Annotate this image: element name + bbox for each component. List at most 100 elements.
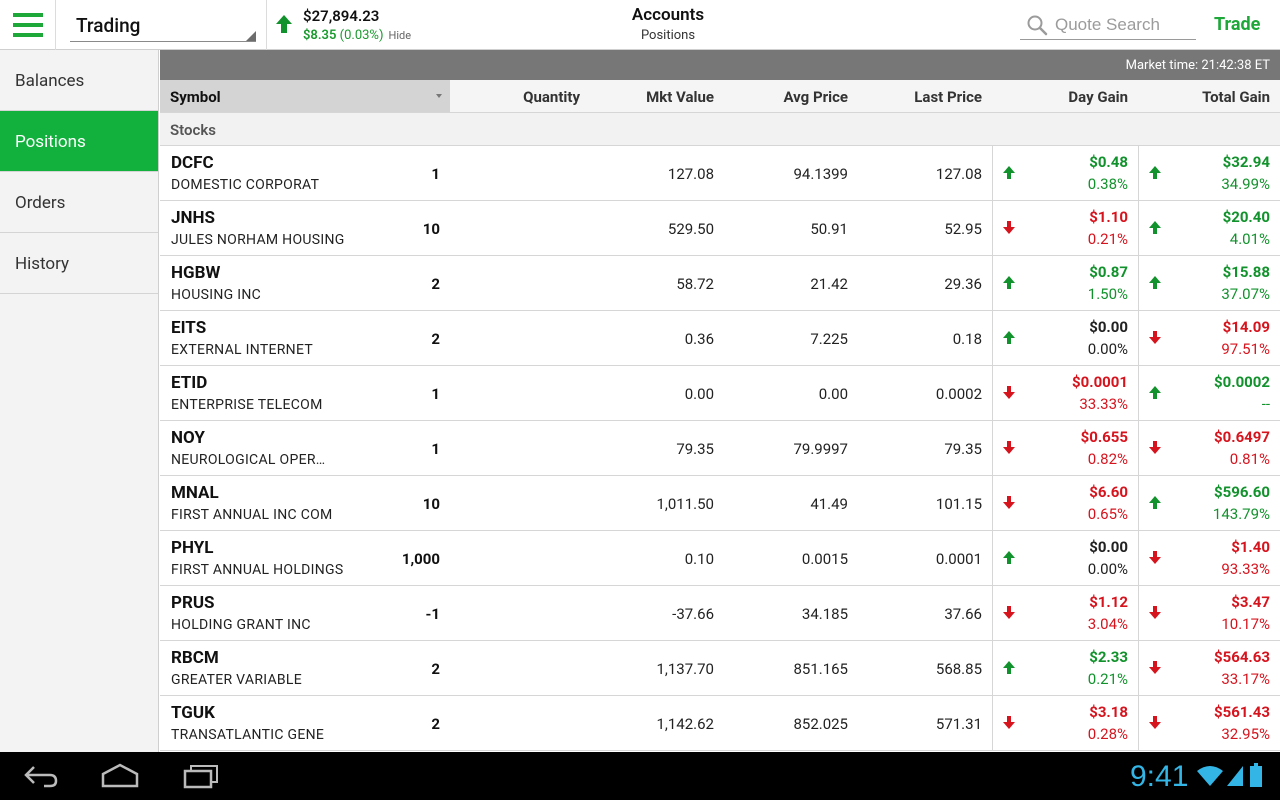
row-symbol: ETID — [171, 373, 208, 393]
position-row-jnhs[interactable]: JNHS JULES NORHAM HOUSING 10 529.50 50.9… — [160, 201, 1280, 256]
row-last-price: 37.66 — [944, 605, 982, 623]
system-navigation-bar: 9:41 — [0, 752, 1280, 800]
position-row-tguk[interactable]: TGUK TRANSATLANTIC GENE 2 1,142.62 852.0… — [160, 696, 1280, 751]
row-quantity: 1,000 — [401, 550, 440, 568]
row-total-gain-amount: $596.60 — [1214, 483, 1270, 501]
row-day-gain-pct: 0.38% — [1087, 175, 1128, 193]
column-header-last-price[interactable]: Last Price — [914, 88, 982, 106]
column-divider — [1138, 421, 1139, 476]
column-header-total-gain[interactable]: Total Gain — [1202, 88, 1270, 106]
row-day-gain-pct: 3.04% — [1087, 615, 1128, 633]
row-quantity: 1 — [431, 385, 440, 403]
column-divider — [1138, 531, 1139, 586]
row-day-gain-amount: $2.33 — [1089, 648, 1128, 666]
position-row-prus[interactable]: PRUS HOLDING GRANT INC -1 -37.66 34.185 … — [160, 586, 1280, 641]
row-mkt-value: -37.66 — [672, 605, 714, 623]
trade-button[interactable]: Trade — [1214, 14, 1261, 35]
position-row-etid[interactable]: ETID ENTERPRISE TELECOM 1 0.00 0.00 0.00… — [160, 366, 1280, 421]
row-quantity: 1 — [431, 440, 440, 458]
day-gain-arrow-icon — [1002, 715, 1016, 734]
menu-icon[interactable] — [0, 0, 56, 50]
row-total-gain-amount: $20.40 — [1222, 208, 1270, 226]
row-last-price: 52.95 — [944, 220, 982, 238]
row-symbol: MNAL — [171, 483, 219, 503]
row-day-gain-pct: 0.65% — [1087, 505, 1128, 523]
column-header-avg-price[interactable]: Avg Price — [783, 88, 848, 106]
sort-caret-icon — [436, 94, 442, 98]
row-total-gain-pct: 10.17% — [1221, 615, 1270, 633]
row-total-gain-pct: 97.51% — [1221, 340, 1270, 358]
row-avg-price: 41.49 — [810, 495, 848, 513]
row-day-gain-amount: $0.87 — [1089, 263, 1128, 281]
column-divider — [992, 366, 993, 421]
total-gain-arrow-icon — [1148, 550, 1162, 569]
sidebar-item-balances[interactable]: Balances — [0, 50, 158, 111]
sidebar-item-history[interactable]: History — [0, 233, 158, 294]
column-header-quantity[interactable]: Quantity — [523, 88, 580, 106]
row-last-price: 571.31 — [935, 715, 982, 733]
recent-apps-icon[interactable] — [182, 762, 220, 790]
signal-icon — [1227, 766, 1243, 786]
position-row-eits[interactable]: EITS EXTERNAL INTERNET 2 0.36 7.225 0.18… — [160, 311, 1280, 366]
column-header-mkt-value[interactable]: Mkt Value — [646, 88, 714, 106]
column-divider — [992, 146, 993, 201]
row-total-gain-pct: 0.81% — [1229, 450, 1270, 468]
row-total-gain-pct: 33.17% — [1221, 670, 1270, 688]
row-day-gain-amount: $1.10 — [1089, 208, 1128, 226]
row-company-name: GREATER VARIABLE — [171, 672, 303, 688]
home-icon[interactable] — [100, 762, 140, 790]
market-time: Market time: 21:42:38 ET — [160, 50, 1280, 80]
sidebar-item-orders[interactable]: Orders — [0, 172, 158, 233]
battery-icon — [1250, 763, 1262, 787]
row-total-gain-pct: 93.33% — [1221, 560, 1270, 578]
hide-balance-link[interactable]: Hide — [388, 29, 412, 42]
total-gain-arrow-icon — [1148, 385, 1162, 404]
column-divider — [1138, 201, 1139, 256]
position-row-mnal[interactable]: MNAL FIRST ANNUAL INC COM 10 1,011.50 41… — [160, 476, 1280, 531]
row-total-gain-pct: 32.95% — [1221, 725, 1270, 743]
column-divider — [992, 421, 993, 476]
column-header-symbol[interactable]: Symbol — [160, 80, 450, 112]
row-quantity: 2 — [431, 275, 440, 293]
row-day-gain-amount: $1.12 — [1089, 593, 1128, 611]
position-row-hgbw[interactable]: HGBW HOUSING INC 2 58.72 21.42 29.36 $0.… — [160, 256, 1280, 311]
row-mkt-value: 1,011.50 — [656, 495, 715, 513]
row-total-gain-pct: -- — [1261, 395, 1270, 413]
row-symbol: HGBW — [171, 263, 221, 283]
row-quantity: 10 — [422, 220, 440, 238]
row-day-gain-amount: $0.48 — [1089, 153, 1128, 171]
day-gain-arrow-icon — [1002, 275, 1016, 294]
row-company-name: FIRST ANNUAL INC COM — [171, 507, 333, 523]
balance-change: $8.35 (0.03%) Hide — [303, 28, 411, 43]
row-mkt-value: 79.35 — [676, 440, 714, 458]
position-row-noy[interactable]: NOY NEUROLOGICAL OPER… 1 79.35 79.9997 7… — [160, 421, 1280, 476]
row-symbol: PRUS — [171, 593, 215, 613]
account-dropdown[interactable]: Trading — [56, 0, 267, 50]
column-divider — [1138, 256, 1139, 311]
row-mkt-value: 0.10 — [684, 550, 714, 568]
total-gain-arrow-icon — [1148, 165, 1162, 184]
row-last-price: 568.85 — [935, 660, 982, 678]
sidebar-item-positions[interactable]: Positions — [0, 111, 158, 172]
position-row-rbcm[interactable]: RBCM GREATER VARIABLE 2 1,137.70 851.165… — [160, 641, 1280, 696]
column-header-day-gain[interactable]: Day Gain — [1068, 88, 1128, 106]
row-symbol: PHYL — [171, 538, 214, 558]
back-icon[interactable] — [22, 762, 60, 790]
search-icon — [1027, 15, 1048, 36]
quote-search-input[interactable] — [1055, 12, 1193, 38]
row-symbol: EITS — [171, 318, 207, 338]
table-header: Symbol Quantity Mkt Value Avg Price Last… — [160, 80, 1280, 113]
row-company-name: DOMESTIC CORPORAT — [171, 177, 320, 193]
column-divider — [992, 641, 993, 696]
column-divider — [992, 476, 993, 531]
position-row-phyl[interactable]: PHYL FIRST ANNUAL HOLDINGS 1,000 0.10 0.… — [160, 531, 1280, 586]
column-divider — [1138, 311, 1139, 366]
status-clock: 9:41 — [1130, 760, 1189, 793]
row-company-name: NEUROLOGICAL OPER… — [171, 452, 326, 468]
row-day-gain-amount: $3.18 — [1089, 703, 1128, 721]
row-company-name: HOUSING INC — [171, 287, 262, 303]
total-gain-arrow-icon — [1148, 495, 1162, 514]
position-row-dcfc[interactable]: DCFC DOMESTIC CORPORAT 1 127.08 94.1399 … — [160, 146, 1280, 201]
quote-search[interactable] — [1020, 10, 1196, 40]
day-gain-arrow-icon — [1002, 220, 1016, 239]
